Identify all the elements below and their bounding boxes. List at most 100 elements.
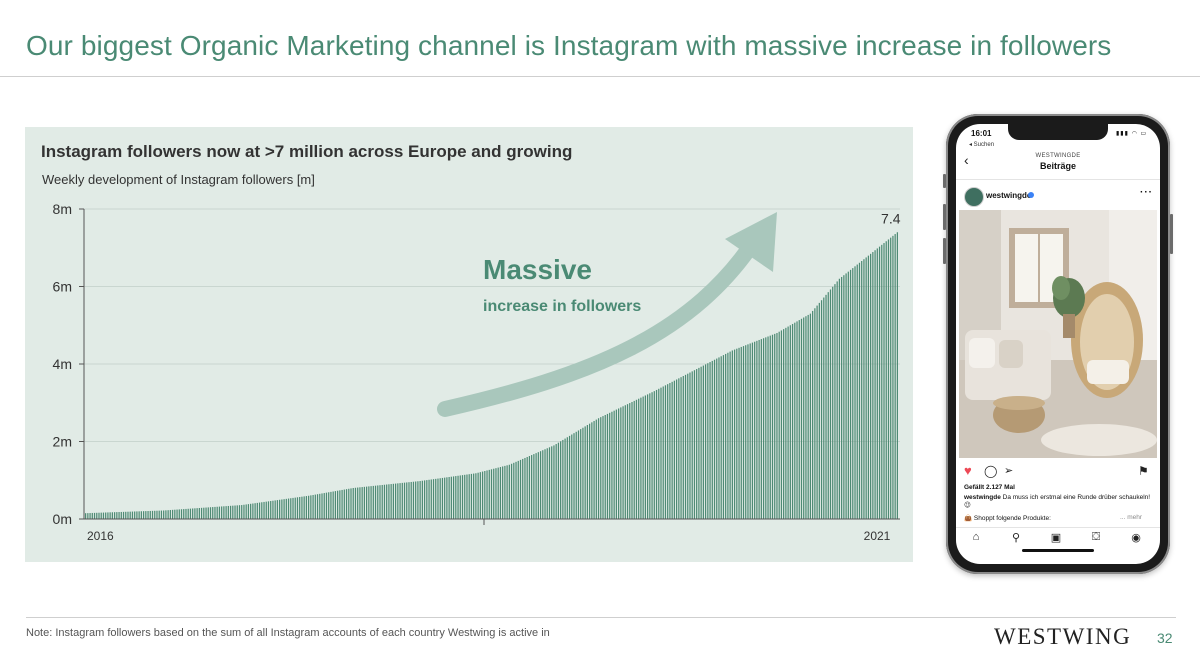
reels-icon[interactable]: ▣ [1050,532,1062,544]
screen-title: Beiträge [1039,161,1076,171]
y-tick-label: 0m [53,511,72,527]
more-link[interactable]: ... mehr [1120,514,1143,521]
bar [339,490,341,519]
more-options-icon[interactable]: ··· [1140,187,1153,198]
bar [279,499,281,519]
bar [386,484,388,519]
bar [754,341,756,519]
bar [606,413,609,519]
post-photo[interactable] [959,210,1157,458]
bar [499,467,502,519]
bar [401,482,403,519]
bar [359,487,361,519]
phone-power-button [1170,214,1173,254]
share-icon[interactable]: ➢ [1004,465,1014,477]
chart-panel: Instagram followers now at >7 million ac… [25,127,913,562]
bar [171,509,174,519]
bar [435,478,437,519]
bar [283,499,285,519]
avatar[interactable] [964,187,984,207]
bar [446,477,448,519]
bar [747,344,749,519]
phone-volume-up [943,204,946,230]
bar [827,292,829,519]
bar [720,356,722,519]
bar [600,417,602,519]
bar [406,482,408,519]
status-back-link[interactable]: ◂ Suchen [969,142,995,148]
shop-products-link[interactable]: 👜 Shoppt folgende Produkte: [964,515,1051,522]
home-icon[interactable]: ⌂ [972,531,980,543]
bar [381,484,383,519]
bar [444,477,446,519]
bar [883,243,885,519]
likes-count[interactable]: Gefällt 2.127 Mal [964,484,1015,491]
back-chevron-icon[interactable]: ‹ [964,152,969,168]
bar [874,250,876,519]
bar [185,508,187,519]
bar [439,478,441,519]
bar [832,286,834,519]
bar [894,234,896,520]
search-icon[interactable]: ⚲ [1011,532,1021,544]
bar [776,333,778,519]
like-heart-icon[interactable]: ♥ [964,463,972,478]
bar [399,483,401,519]
caption-username[interactable]: westwingde [964,494,1001,501]
bar [163,510,165,519]
bar [448,477,450,519]
bar [604,415,606,519]
bar [207,507,209,520]
bar [145,511,147,519]
bar [513,462,515,519]
bar [580,429,582,519]
bar [546,448,548,519]
followers-bar-chart: 0m 2m 4m 6m 8m 2016 2021 7.4 Massive increas… [53,201,901,543]
bar [506,465,508,519]
bar [403,482,406,519]
bar [682,376,684,519]
bar [495,468,497,519]
bookmark-icon[interactable]: ⚑ [1138,464,1149,478]
bar [334,491,337,519]
westwing-logo: WESTWING [994,624,1132,649]
bar [464,474,466,519]
bar [109,512,111,519]
bar [557,442,560,519]
bar [214,506,216,519]
bar [102,512,105,519]
bar [138,511,140,519]
chart-subtitle: Weekly development of Instagram follower… [42,172,315,187]
bar [160,510,163,519]
shop-icon[interactable]: ⛋ [1091,531,1101,543]
chart-title: Instagram followers now at >7 million ac… [41,142,573,161]
comment-icon[interactable]: ◯ [984,464,998,478]
bar [343,489,345,519]
bar [497,467,499,519]
bar [428,479,430,519]
bar [321,493,323,519]
bar [789,325,791,519]
bar [319,493,321,519]
bar [791,323,794,519]
bar [169,510,171,519]
x-tick-label-end: 2021 [864,529,891,543]
bar [749,343,751,519]
bar [216,506,218,519]
bar [325,492,328,519]
bar [154,510,156,519]
bar [638,398,640,519]
bar [553,445,555,520]
bar [397,483,399,519]
bar [261,502,263,519]
bar [646,394,649,519]
bar [704,364,707,519]
bar [602,416,604,519]
profile-icon[interactable]: ◉ [1131,532,1141,544]
bar [767,336,769,519]
bar [736,348,738,519]
bar [769,335,771,519]
bar [290,498,292,519]
post-username[interactable]: westwingde [986,191,1032,200]
bar [87,513,89,519]
